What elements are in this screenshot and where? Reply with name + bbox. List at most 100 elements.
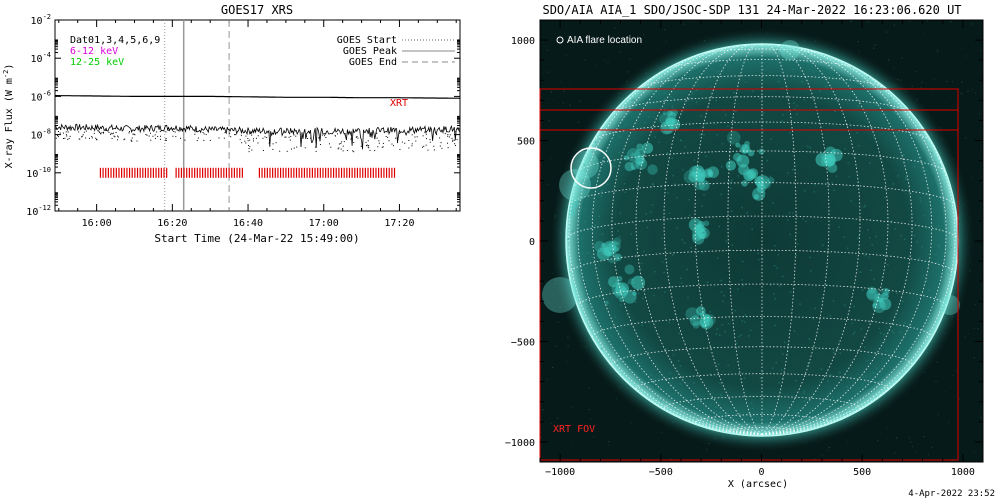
y-tick-label: 10-2 [31, 13, 51, 27]
noise-dot [570, 64, 573, 66]
series-lower-point [411, 143, 413, 145]
noise-dot [576, 36, 578, 39]
disk-texture-dot [691, 92, 694, 95]
series-lower-point [105, 130, 107, 132]
noise-dot [540, 436, 542, 438]
disk-texture-dot [799, 303, 801, 305]
disk-texture-dot [730, 181, 733, 183]
noise-dot [932, 93, 934, 95]
disk-texture-dot [635, 301, 637, 304]
series-lower-point [117, 136, 119, 138]
series-lower-point [353, 142, 355, 144]
disk-texture-dot [684, 177, 686, 180]
noise-dot [921, 453, 924, 455]
y-tick-label: 500 [517, 137, 535, 148]
disk-texture-dot [857, 105, 859, 107]
series-lower-point [334, 135, 336, 137]
disk-texture-dot [749, 57, 752, 60]
noise-dot [567, 345, 569, 347]
series-lower-point [91, 136, 93, 138]
active-region-blob [624, 161, 635, 172]
disk-texture-dot [812, 318, 815, 320]
series-lower-point [293, 147, 295, 149]
noise-dot [912, 445, 914, 448]
series-lower-point [337, 133, 339, 135]
series-lower-point [98, 131, 100, 133]
disk-texture-dot [858, 394, 860, 396]
disk-texture-dot [727, 364, 729, 367]
noise-dot [593, 436, 595, 438]
noise-dot [923, 435, 925, 438]
legend-goes-start: GOES Start [337, 35, 397, 46]
disk-texture-dot [715, 99, 718, 102]
series-lower-point [454, 144, 456, 146]
active-region-blob [866, 288, 878, 300]
latitude-line [577, 150, 947, 173]
noise-dot [933, 78, 935, 80]
noise-dot [915, 70, 917, 73]
series-lower-point [324, 133, 326, 135]
noise-dot [936, 39, 938, 41]
disk-texture-dot [627, 283, 630, 285]
disk-texture-dot [666, 152, 669, 154]
active-region-blob [699, 312, 705, 318]
latitude-line [568, 249, 956, 274]
disk-texture-dot [742, 284, 744, 287]
disk-texture-dot [852, 333, 854, 335]
series-lower-point [377, 146, 379, 148]
series-lower-point [456, 138, 458, 140]
disk-texture-dot [883, 340, 886, 343]
series-lower-point [235, 134, 237, 136]
x-tick-label: 16:00 [82, 218, 112, 229]
noise-dot [620, 416, 622, 419]
noise-dot [550, 423, 553, 425]
active-region-blob [868, 286, 876, 294]
series-lower-point [85, 130, 87, 132]
series-lower-point [103, 131, 105, 133]
noise-dot [642, 34, 645, 36]
disk-texture-dot [653, 294, 655, 297]
disk-texture-dot [730, 187, 732, 190]
series-lower-point [268, 142, 270, 144]
disk-texture-dot [794, 108, 796, 110]
series-lower-point [70, 129, 72, 131]
noise-dot [569, 85, 571, 87]
noise-dot [577, 121, 580, 123]
latitude-line [592, 121, 932, 141]
noise-dot [887, 437, 889, 439]
disk-texture-dot [690, 96, 692, 99]
series-lower-point [451, 137, 453, 139]
disk-texture-dot [715, 406, 717, 409]
right-legend: GOES Start GOES Peak GOES End [337, 35, 455, 68]
noise-dot [828, 446, 830, 448]
disk-texture-dot [736, 288, 739, 290]
disk-texture-dot [881, 253, 884, 256]
series-lower-point [62, 132, 64, 134]
noise-dot [547, 184, 549, 186]
noise-dot [805, 452, 807, 455]
series-lower-point [203, 139, 205, 141]
series-lower-point [244, 140, 246, 142]
disk-texture-dot [795, 379, 797, 382]
series-lower-point [342, 150, 344, 152]
series-lower-point [67, 131, 69, 133]
disk-texture-dot [826, 284, 828, 286]
noise-dot [684, 24, 686, 26]
series-lower-point [391, 143, 393, 145]
disk-texture-dot [671, 157, 673, 160]
disk-texture-dot [868, 256, 870, 259]
footer-date: 4-Apr-2022 23:52 [908, 489, 995, 499]
disk-texture-dot [745, 81, 747, 83]
series-lower-point [378, 140, 380, 142]
active-region-blob [828, 156, 834, 161]
series-lower-point [252, 140, 254, 142]
disk-texture-dot [809, 269, 812, 272]
disk-texture-dot [809, 256, 811, 259]
disk-texture-dot [791, 49, 794, 51]
disk-texture-dot [668, 212, 671, 215]
disk-texture-dot [762, 68, 765, 71]
left-x-axis: 16:00 16:20 16:40 17:00 17:20 [58, 20, 457, 229]
disk-texture-dot [891, 220, 893, 222]
disk-texture-dot [856, 99, 858, 102]
disk-texture-dot [752, 49, 755, 52]
